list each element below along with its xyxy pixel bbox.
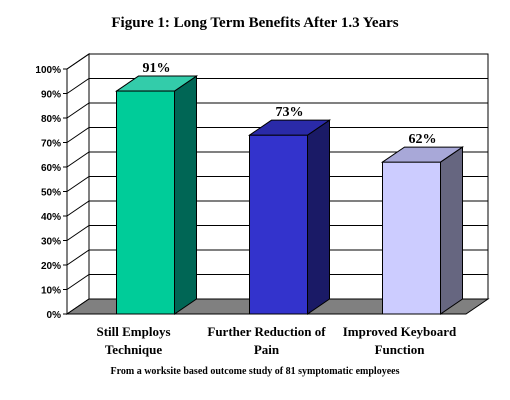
gridline-1	[66, 274, 488, 290]
category-label-1-1: Pain	[254, 342, 280, 357]
y-tick-label-5: 50%	[41, 188, 61, 199]
y-tick-label-6: 60%	[41, 163, 61, 174]
gridline-5	[66, 176, 488, 192]
gridline-2	[66, 249, 488, 266]
gridline-10	[66, 53, 488, 70]
gridline-4	[66, 200, 488, 217]
gridline-8	[66, 102, 488, 119]
category-labels: Still Employs Technique Further Reduction …	[96, 324, 457, 357]
data-label-0: 91%	[143, 61, 171, 76]
bar-front-2	[382, 161, 441, 315]
data-label-1: 73%	[276, 105, 304, 120]
bar-top-0	[114, 75, 199, 92]
category-label-0-1: Technique	[105, 342, 163, 357]
y-tick-label-0: 0%	[47, 310, 62, 321]
y-tick-label-1: 10%	[41, 286, 61, 297]
gridline-9	[66, 78, 488, 94]
bar-2	[380, 146, 465, 315]
y-tick-label-2: 20%	[41, 261, 61, 272]
y-tick-label-9: 90%	[41, 90, 61, 101]
bar-side-2	[440, 146, 463, 315]
gridlines	[66, 53, 488, 315]
y-tick-label-4: 40%	[41, 212, 61, 223]
category-label-2-1: Function	[375, 342, 426, 357]
bar-side-1	[307, 119, 330, 315]
bar-front-1	[249, 134, 308, 315]
y-tick-label-7: 70%	[41, 139, 61, 150]
gridline-6	[66, 151, 488, 168]
data-label-2: 62%	[409, 132, 437, 147]
y-tick-label-3: 30%	[41, 237, 61, 248]
bars	[114, 75, 465, 315]
bar-side-0	[174, 75, 197, 315]
bar-1	[247, 119, 332, 315]
category-label-1-0: Further Reduction of	[207, 324, 326, 339]
gridline-3	[66, 225, 488, 241]
bar-top-1	[247, 119, 332, 136]
footnote: From a worksite based outcome study of 8…	[110, 366, 400, 377]
y-axis-ticks: 0% 10% 20% 30% 40% 50% 60% 70% 80% 90% 100%	[35, 65, 67, 321]
y-tick-label-8: 80%	[41, 114, 61, 125]
bar-front-0	[116, 90, 175, 315]
y-tick-label-10: 100%	[35, 65, 61, 76]
gridline-7	[66, 127, 488, 143]
category-label-0-0: Still Employs	[96, 324, 170, 339]
category-label-2-0: Improved Keyboard	[343, 324, 457, 339]
bar-top-2	[380, 146, 465, 163]
chart-title: Figure 1: Long Term Benefits After 1.3 Y…	[111, 15, 399, 31]
data-labels: 91% 73% 62%	[143, 61, 437, 147]
bar-0	[114, 75, 199, 315]
